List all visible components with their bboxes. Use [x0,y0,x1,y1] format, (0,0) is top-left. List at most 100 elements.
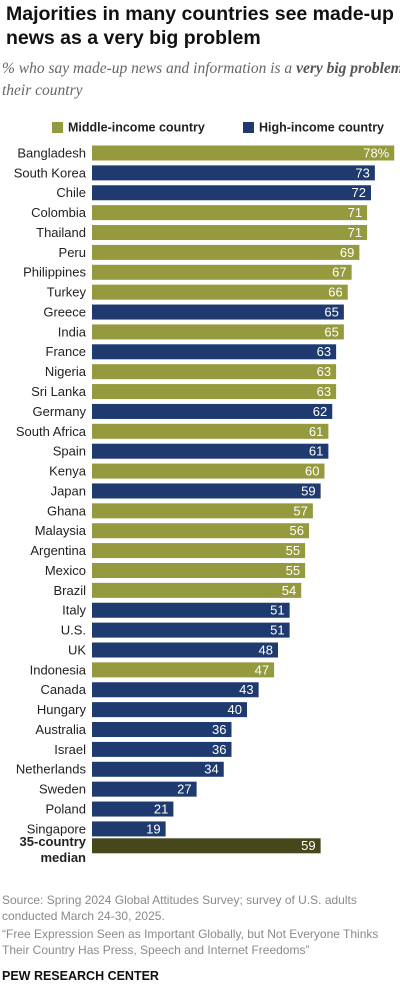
value-label: 61 [309,424,323,439]
value-label: 63 [317,384,331,399]
source-line: “Free Expression Seen as Important Globa… [2,927,379,957]
category-label: Canada [40,682,86,697]
value-label: 34 [204,762,218,777]
bar [92,205,368,221]
bar [92,185,371,201]
value-label: 36 [212,722,226,737]
category-label: Nigeria [45,364,87,379]
bar [92,304,344,320]
value-label: 73 [355,165,369,180]
value-label: 63 [317,364,331,379]
bar [92,384,337,400]
category-label: Colombia [31,205,87,220]
category-label: Indonesia [30,662,87,677]
category-label: Singapore [27,821,86,836]
value-label: 61 [309,444,323,459]
value-label: 56 [290,523,304,538]
category-label: Thailand [36,225,86,240]
value-label: 71 [348,225,362,240]
bar [92,761,224,777]
bar [92,543,306,559]
category-label: Sri Lanka [31,384,87,399]
category-label: Netherlands [16,762,87,777]
category-label: South Africa [16,424,87,439]
value-label: 19 [146,821,160,836]
category-label: Philippines [23,265,86,280]
value-label: 67 [332,265,346,280]
category-label: Chile [56,185,86,200]
bar [92,781,197,797]
bar [92,582,302,598]
bar [92,364,337,380]
category-label: Japan [51,483,86,498]
category-label: U.S. [61,623,86,638]
value-label: 66 [328,285,342,300]
category-label: South Korea [14,165,87,180]
category-label: Peru [59,245,86,260]
value-label: 40 [228,702,242,717]
value-label: 71 [348,205,362,220]
value-label: 72 [352,185,366,200]
value-label: 65 [324,304,338,319]
category-label: Hungary [37,702,87,717]
value-label: 51 [270,603,284,618]
median-label: 35-country [20,834,87,849]
category-label: Poland [46,801,86,816]
bar [92,562,306,578]
legend-label: Middle-income country [68,120,205,134]
bar [92,821,166,837]
bar [92,145,395,161]
category-label: Mexico [45,563,86,578]
category-label: Kenya [49,464,87,479]
median-label: median [40,850,86,865]
bar [92,264,352,280]
bar [92,622,290,638]
value-label: 27 [177,782,191,797]
value-label: 78% [363,145,389,160]
bar [92,443,329,459]
value-label: 48 [259,642,273,657]
bar [92,165,375,181]
bar [92,244,360,260]
category-label: Argentina [30,543,86,558]
bar [92,838,321,854]
bar [92,801,174,817]
value-label: 60 [305,464,319,479]
value-label: 63 [317,344,331,359]
value-label: 54 [282,583,296,598]
legend-label: High-income country [259,120,384,134]
bar [92,284,348,300]
category-label: Australia [35,722,86,737]
bar [92,463,325,479]
category-label: Italy [62,603,86,618]
category-label: Ghana [47,503,87,518]
bar [92,702,247,718]
bar [92,503,313,519]
category-label: UK [68,642,86,657]
category-label: India [58,324,87,339]
bar [92,403,333,419]
category-label: Bangladesh [17,145,86,160]
value-label: 59 [301,838,315,853]
value-label: 57 [293,503,307,518]
category-label: Malaysia [35,523,87,538]
bar [92,225,368,241]
value-label: 62 [313,404,327,419]
category-label: Germany [33,404,87,419]
legend-swatch [243,122,254,133]
bar [92,682,259,698]
bar [92,423,329,439]
value-label: 36 [212,742,226,757]
value-label: 65 [324,324,338,339]
value-label: 69 [340,245,354,260]
bar [92,722,232,738]
bar [92,741,232,757]
category-label: Spain [53,444,86,459]
value-label: 47 [255,662,269,677]
subtitle-emphasis: very big problem [296,60,400,77]
category-label: Turkey [47,285,87,300]
bar [92,483,321,499]
value-label: 21 [154,801,168,816]
